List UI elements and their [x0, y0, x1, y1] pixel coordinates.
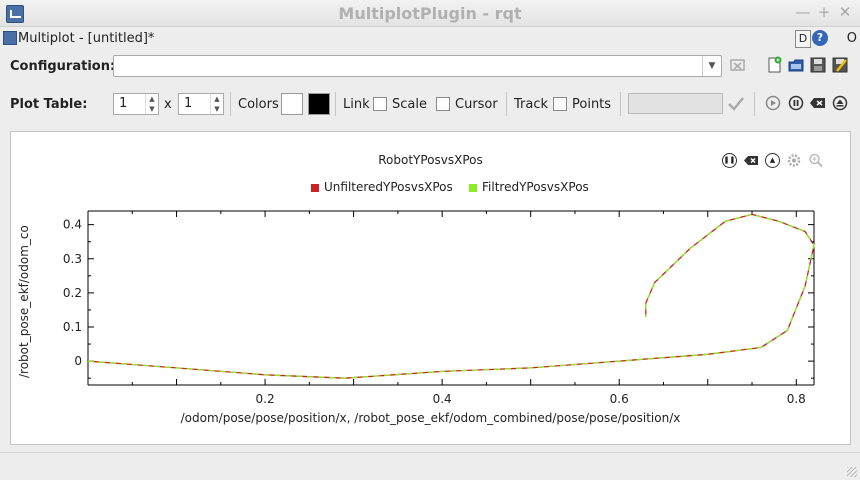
- plot-table-label: Plot Table:: [10, 97, 88, 112]
- colors-label: Colors: [238, 97, 279, 112]
- scale-label: Scale: [392, 97, 427, 112]
- legend-label: UnfilteredYPosvsXPos: [324, 180, 453, 194]
- divider: [506, 92, 507, 116]
- chevron-down-icon[interactable]: ▼: [702, 56, 721, 76]
- dock-title: Multiplot - [untitled]*: [18, 31, 155, 46]
- legend-swatch: [311, 183, 319, 192]
- track-label: Track: [514, 97, 549, 112]
- plot-zoom-icon[interactable]: [808, 153, 824, 168]
- help-icon[interactable]: ?: [812, 30, 828, 46]
- y-tick-label: 0.2: [63, 286, 82, 300]
- open-config-icon[interactable]: [787, 56, 805, 74]
- y-tick-label: 0.4: [63, 218, 82, 232]
- clear-icon[interactable]: [809, 95, 827, 111]
- minimize-icon[interactable]: —: [795, 3, 811, 21]
- legend-swatch: [469, 183, 477, 192]
- x-tick-label: 0.4: [433, 392, 452, 406]
- cols-value: 1: [184, 96, 193, 111]
- series-line-FiltredYPosvsXPos: [87, 213, 815, 379]
- checkmark-icon[interactable]: [727, 95, 745, 113]
- points-checkbox[interactable]: [553, 97, 567, 111]
- divider: [335, 92, 336, 116]
- cols-stepper-icon[interactable]: ▲ ▼: [210, 94, 223, 114]
- configuration-row: Configuration: ▼: [0, 53, 860, 81]
- maximize-icon[interactable]: +: [817, 3, 831, 21]
- save-as-config-icon[interactable]: [831, 56, 849, 74]
- legend-item-filtered: FiltredYPosvsXPos: [469, 180, 589, 194]
- window-title: MultiplotPlugin - rqt: [338, 4, 522, 23]
- legend-item-unfiltered: UnfilteredYPosvsXPos: [311, 180, 453, 194]
- cursor-label: Cursor: [455, 97, 498, 112]
- x-tick-label: 0.6: [610, 392, 629, 406]
- divider: [754, 92, 755, 116]
- rows-stepper-icon[interactable]: ▲ ▼: [145, 94, 158, 114]
- times-label: x: [164, 97, 172, 112]
- background-color-button[interactable]: [308, 93, 330, 115]
- dock-titlebar: Multiplot - [untitled]* D ? O: [0, 27, 860, 49]
- plot-pause-icon[interactable]: ❚❚: [722, 153, 737, 168]
- cols-spinbox[interactable]: 1 ▲ ▼: [178, 93, 224, 115]
- close-icon[interactable]: ✕: [838, 3, 852, 21]
- points-label: Points: [572, 97, 612, 112]
- new-config-icon[interactable]: [765, 56, 783, 74]
- x-axis-label: /odom/pose/pose/position/x, /robot_pose_…: [180, 411, 681, 425]
- foreground-color-button[interactable]: [281, 93, 303, 115]
- window-titlebar: MultiplotPlugin - rqt — + ✕: [0, 0, 860, 27]
- dock-o-button[interactable]: O: [846, 31, 857, 46]
- link-label: Link: [343, 97, 370, 112]
- eject-icon[interactable]: [832, 95, 848, 111]
- legend-label: FiltredYPosvsXPos: [482, 180, 589, 194]
- plot-canvas[interactable]: 0.2 0.4 0.6 0.8 0 0.1 0.2 0.3 0.4: [11, 132, 850, 444]
- track-input[interactable]: [628, 93, 723, 114]
- plot-title: RobotYPosvsXPos: [378, 153, 483, 167]
- y-tick-label: 0: [74, 354, 82, 368]
- cursor-checkbox[interactable]: [436, 97, 450, 111]
- plot-eject-icon[interactable]: ▲: [765, 153, 780, 168]
- rows-value: 1: [119, 96, 128, 111]
- plot-panel: RobotYPosvsXPos ❚❚ ▲ UnfilteredYPosvsXPo…: [10, 131, 851, 445]
- clear-config-icon[interactable]: [729, 56, 747, 74]
- divider: [230, 92, 231, 116]
- configuration-label: Configuration:: [10, 59, 116, 74]
- divider: [620, 92, 621, 116]
- dock-d-button[interactable]: D: [795, 30, 811, 48]
- x-tick-label: 0.2: [256, 392, 275, 406]
- dock-widget-icon: [3, 31, 17, 45]
- link-checkbox[interactable]: [373, 97, 387, 111]
- y-tick-label: 0.1: [63, 320, 82, 334]
- play-icon[interactable]: [765, 95, 781, 111]
- rqt-app-icon: [6, 5, 24, 23]
- resize-grip-icon[interactable]: [847, 467, 857, 477]
- plot-clear-icon[interactable]: [743, 153, 759, 168]
- status-bar: [0, 452, 860, 480]
- series-line-UnfilteredYPosvsXPos: [87, 213, 815, 379]
- x-tick-label: 0.8: [787, 392, 806, 406]
- y-tick-label: 0.3: [63, 252, 82, 266]
- save-config-icon[interactable]: [809, 56, 827, 74]
- plot-settings-gear-icon[interactable]: [786, 153, 802, 168]
- configuration-combo[interactable]: ▼: [113, 55, 722, 77]
- plot-table-row: Plot Table: 1 ▲ ▼ x 1 ▲ ▼ Colors Link Scal…: [0, 89, 860, 119]
- pause-icon[interactable]: [788, 95, 804, 111]
- rows-spinbox[interactable]: 1 ▲ ▼: [113, 93, 159, 115]
